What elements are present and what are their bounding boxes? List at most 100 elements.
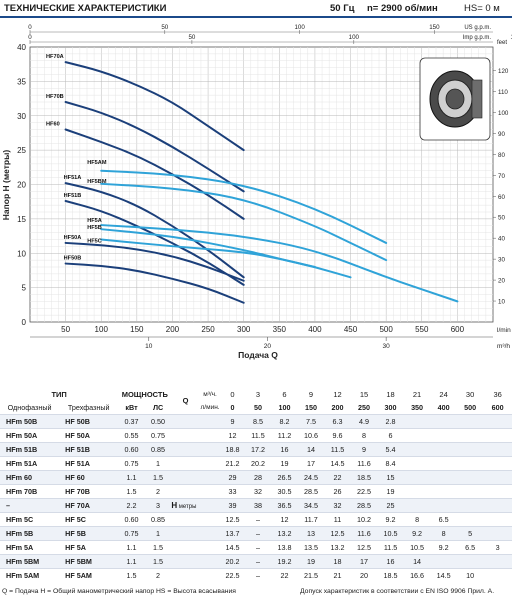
head-label [171,484,200,499]
head-value: 6.5 [430,512,457,527]
y-tick-label: 10 [17,249,26,258]
power-kw: 0.75 [118,526,145,541]
head-value: 11 [324,512,351,527]
power-kw: 1.5 [118,568,145,582]
spacer-cell [199,568,221,582]
x-tick-label: 50 [61,325,70,334]
head-value [456,442,484,457]
head-value: 39 [220,498,245,513]
header-m3h-value: 3 [255,389,261,399]
m3h-tick-label: 30 [383,343,391,350]
feet-tick-label: 20 [498,278,505,285]
head-value: 12 [271,512,298,527]
header-m3h-value: 30 [465,389,475,399]
x-tick-label: 450 [344,325,358,334]
header: ТЕХНИЧЕСКИЕ ХАРАКТЕРИСТИКИ 50 Гц n= 2900… [0,0,512,22]
head-value: 12.5 [220,512,245,527]
head-value: 9.2 [430,540,457,555]
usgpm-tick-label: 0 [28,24,32,31]
head-label [171,470,200,485]
power-kw: 0.75 [118,456,145,471]
table-row: HFm 51B HF 51B 0.60 0.85 18.8 17.2 16 14 11.5 9 5.… [0,442,512,457]
feet-tick-label: 50 [498,215,505,222]
footer-note: Допуск характеристик в соответствии с EN… [300,588,495,595]
power-kw: 0.60 [118,442,145,457]
head-value: 19 [297,554,325,569]
header-lmin-value: 250 [358,403,371,412]
model-three-phase: HF 5BM [59,554,119,569]
feet-tick-label: 80 [498,152,505,159]
head-value: 2.8 [377,414,404,429]
spacer-cell [199,484,221,499]
head-value [456,498,484,513]
spacer-cell [199,442,221,457]
table-row: HFm 51A HF 51A 0.75 1 21.2 20.2 19 17 14.5 11.6 8.… [0,456,512,471]
head-value: 21.5 [297,568,325,582]
head-value: 4.9 [350,414,378,429]
head-value [456,484,484,499]
head-value: 19 [377,484,404,499]
head-value: 13.7 [220,526,245,541]
head-value [483,470,512,485]
m3h-unit-label: m³/h [497,343,510,350]
footer-legend: Q = Подача Н = Общий манометрический нап… [2,588,236,595]
x-tick-label: 400 [308,325,322,334]
head-value [483,498,512,513]
power-hp: 2 [144,484,172,499]
head-label [171,554,200,569]
table-row: HFm 5A HF 5A 1.1 1.5 14.5–13.8 13.5 13.2 12.5 11… [0,540,512,555]
series-label: HF70B [46,94,64,100]
series-label: HF5AM [87,160,107,166]
head-label: Н метры [171,498,200,513]
head-value: – [244,540,272,555]
y-tick-label: 25 [17,146,26,155]
head-value: – [244,512,272,527]
head-value: 6 [377,428,404,443]
table-row: HFm 5BM HF 5BM 1.1 1.5 20.2–19.2 19 18 17 16 14 [0,554,512,569]
header-lmin-value: 200 [331,403,344,412]
pump-icon [419,57,491,141]
series-label: HF51A [64,175,82,181]
header-lmin-value: 500 [464,403,477,412]
head-value: 18 [324,554,351,569]
power-kw: 1.1 [118,554,145,569]
table-row: HFm 5B HF 5B 0.75 1 13.7–13.2 13 12.5 11.6 10.5 9… [0,526,512,541]
series-label: HF50B [64,256,82,262]
power-hp: 0.50 [144,414,172,429]
head-value: 29 [220,470,245,485]
x-tick-label: 600 [451,325,465,334]
head-value: 14.5 [430,568,457,582]
header-m3h-value: 9 [308,389,314,399]
header-m3h-value: 15 [359,389,369,399]
impgpm-unit-label: Imp g.p.m. [463,35,492,41]
head-value: 12 [220,428,245,443]
series-label: HF70A [46,54,64,60]
rpm-label: n= 2900 об/мин [367,3,438,14]
head-value: 12.5 [324,526,351,541]
power-kw: 0.37 [118,414,145,429]
feet-tick-label: 110 [498,89,508,96]
feet-tick-label: 70 [498,173,505,180]
spacer-cell [199,414,221,429]
header-kw: кВт [125,403,138,412]
x-unit-label: l/min [497,327,511,334]
head-value: 22 [271,568,298,582]
head-value: 17 [350,554,378,569]
head-value [456,554,484,569]
feet-tick-label: 10 [498,299,505,306]
spacer-cell [199,540,221,555]
head-value: 16 [377,554,404,569]
model-single-phase: HFm 5A [0,540,60,555]
power-kw: 1.5 [118,484,145,499]
head-value [430,456,457,471]
header-m3h-value: 0 [230,389,235,399]
head-value [403,414,431,429]
head-value: 20 [350,568,378,582]
usgpm-tick-label: 50 [161,24,168,31]
power-hp: 0.85 [144,442,172,457]
series-label: HF60 [46,122,60,128]
model-three-phase: HF 70A [59,498,119,513]
head-value: 13.2 [271,526,298,541]
